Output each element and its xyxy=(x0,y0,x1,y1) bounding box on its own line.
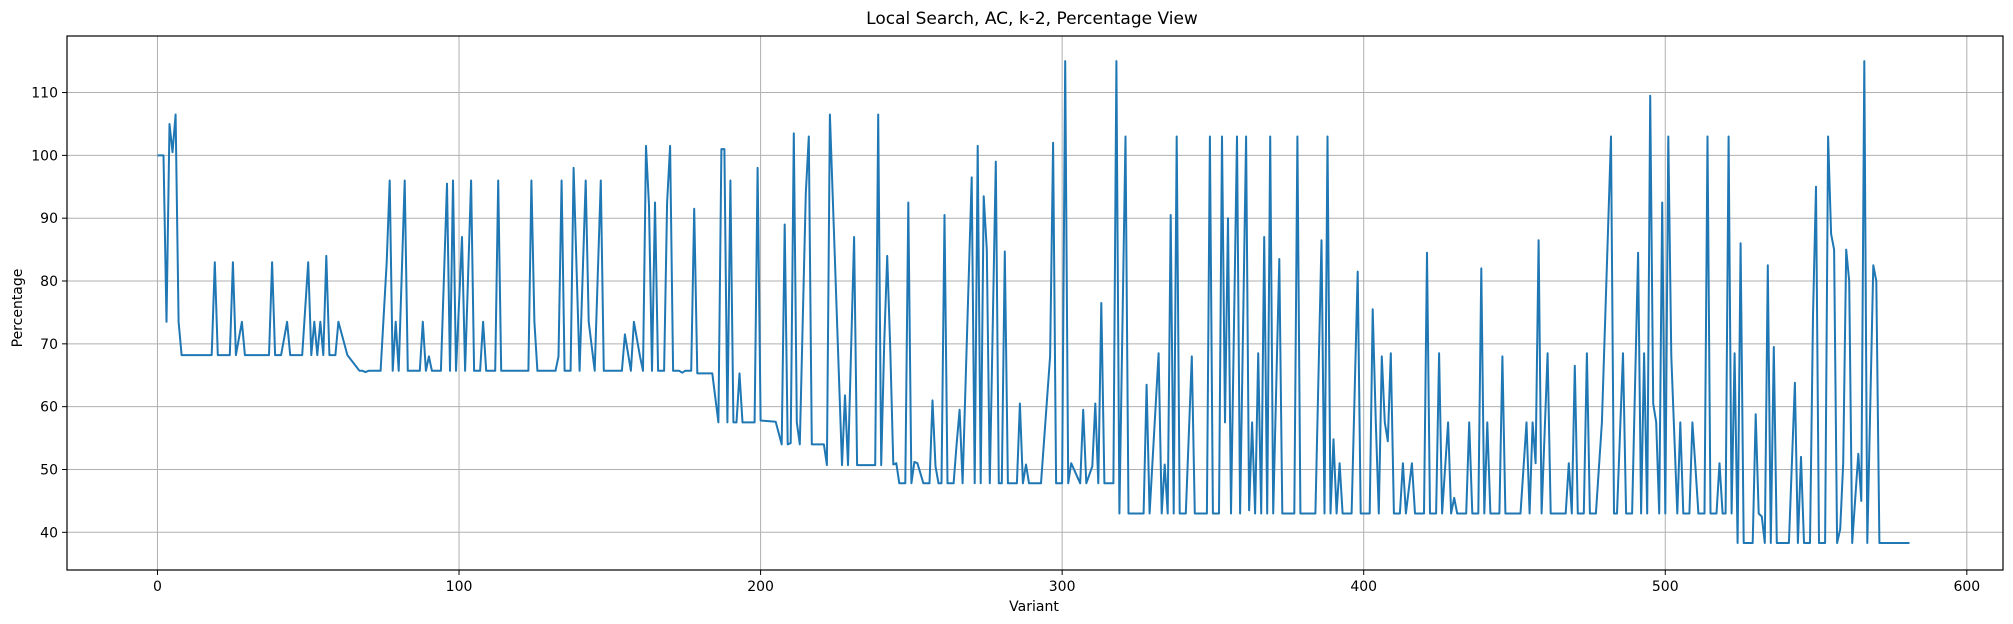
grid-lines xyxy=(67,36,2003,570)
y-axis-label: Percentage xyxy=(10,269,26,348)
x-tick-label: 0 xyxy=(153,579,162,595)
y-tick-label: 50 xyxy=(40,462,58,478)
x-axis-label: Variant xyxy=(1009,599,1059,615)
y-tick-label: 60 xyxy=(40,400,58,416)
y-axis: 40 50 60 70 80 90 100 110 xyxy=(31,86,67,541)
chart-title: Local Search, AC, k-2, Percentage View xyxy=(866,9,1198,29)
y-tick-label: 80 xyxy=(40,274,58,290)
series-layer xyxy=(157,60,1910,544)
x-tick-label: 200 xyxy=(747,579,774,595)
series-line xyxy=(157,60,1910,544)
plot-frame xyxy=(66,35,2004,571)
y-tick-label: 40 xyxy=(40,525,58,541)
x-tick-label: 600 xyxy=(1953,579,1980,595)
y-tick-label: 110 xyxy=(31,86,58,102)
x-tick-label: 300 xyxy=(1049,579,1076,595)
x-tick-label: 500 xyxy=(1652,579,1679,595)
x-axis: 0 100 200 300 400 500 600 xyxy=(153,570,1980,595)
x-tick-label: 400 xyxy=(1350,579,1377,595)
y-tick-label: 90 xyxy=(40,211,58,227)
y-tick-label: 100 xyxy=(31,148,58,164)
x-tick-label: 100 xyxy=(446,579,473,595)
y-tick-label: 70 xyxy=(40,337,58,353)
